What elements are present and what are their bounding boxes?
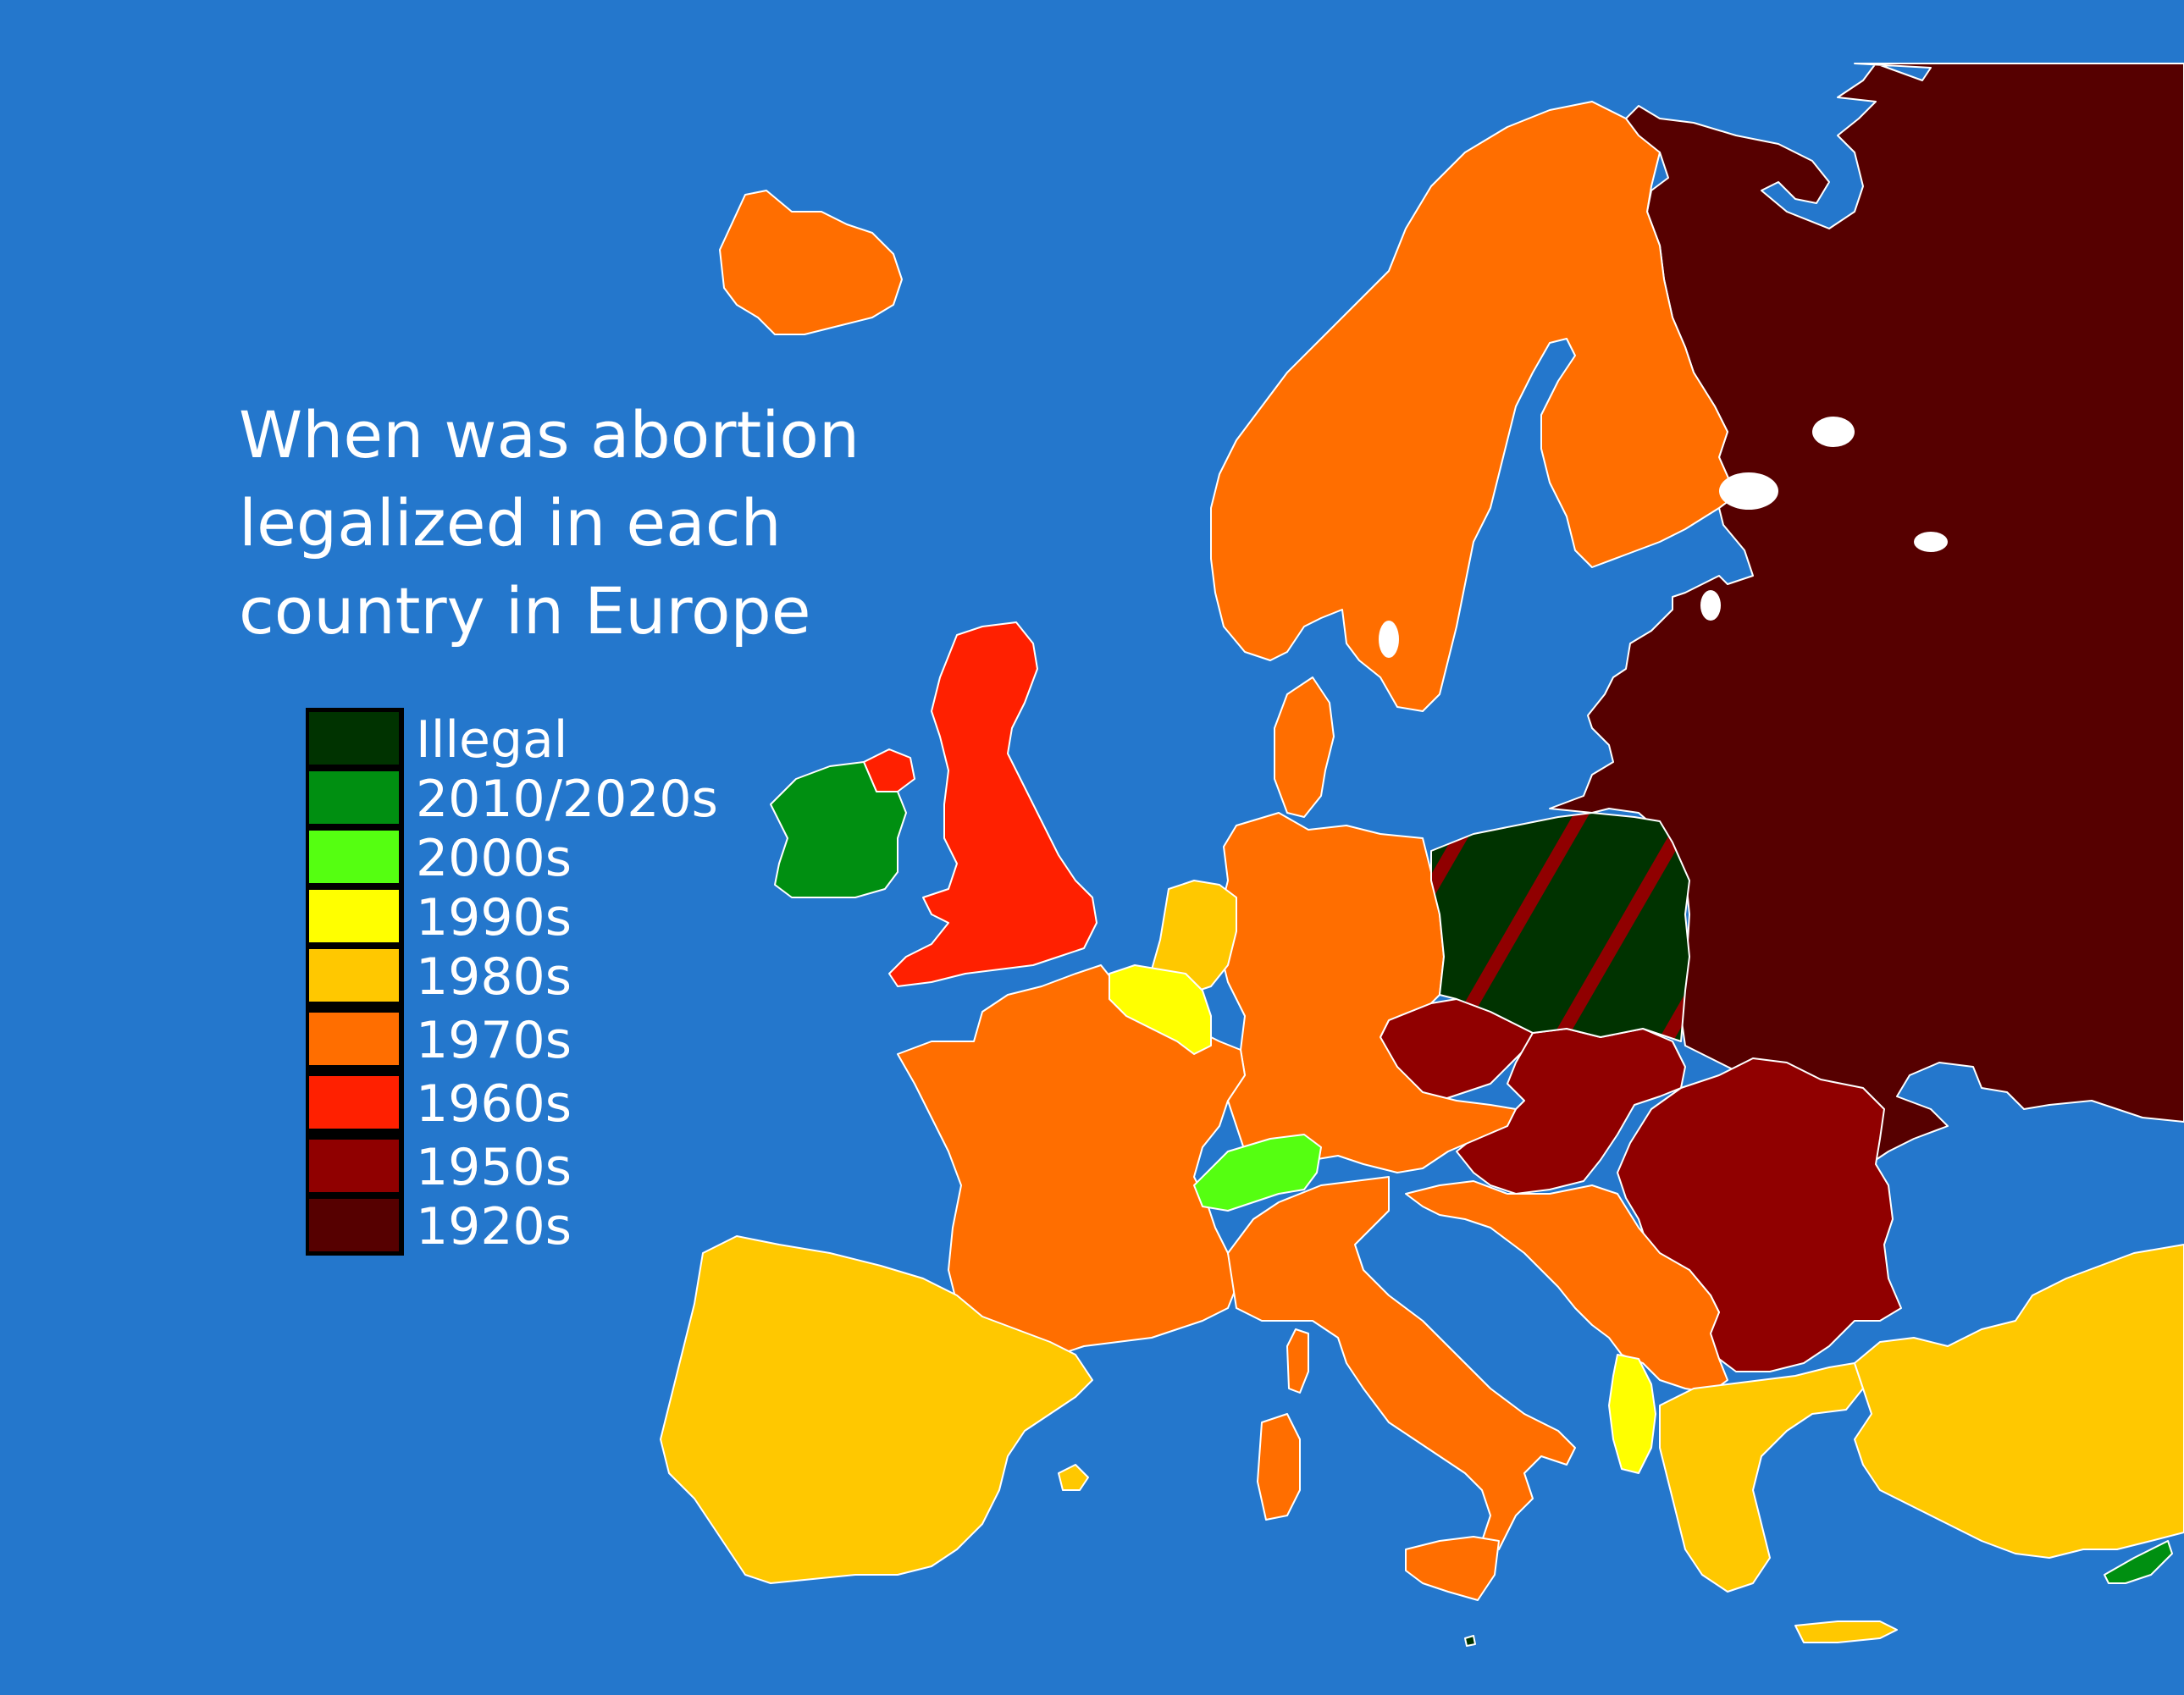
lake-rybinsk bbox=[1914, 532, 1948, 552]
region-balearic bbox=[1058, 1464, 1089, 1491]
title-line-2: legalized in each bbox=[239, 485, 782, 560]
region-russia bbox=[1549, 63, 2184, 1161]
region-poland bbox=[1430, 812, 1690, 1042]
legend-item: Illegal bbox=[307, 710, 816, 770]
legend-item: 1960s bbox=[307, 1074, 816, 1134]
legend-label: 1950s bbox=[416, 1138, 572, 1197]
region-france bbox=[897, 964, 1246, 1355]
lake-ladoga bbox=[1719, 472, 1778, 510]
legend-swatch bbox=[307, 770, 401, 825]
region-belgium bbox=[1109, 964, 1212, 1055]
region-corsica bbox=[1286, 1328, 1309, 1394]
legend-label: 1990s bbox=[416, 888, 572, 947]
region-crete bbox=[1794, 1620, 1898, 1643]
legend-swatch bbox=[307, 1138, 401, 1194]
region-great-britain bbox=[888, 621, 1098, 987]
legend-item: 1920s bbox=[307, 1197, 816, 1256]
lake-onega bbox=[1812, 417, 1855, 447]
region-netherlands bbox=[1151, 880, 1237, 996]
region-iceland bbox=[719, 190, 903, 335]
legend-item: 1990s bbox=[307, 888, 816, 947]
region-iberia bbox=[660, 1235, 1093, 1584]
legend-swatch bbox=[307, 1074, 401, 1130]
lake-peipus bbox=[1700, 590, 1721, 621]
legend-swatch bbox=[307, 947, 401, 1003]
region-switzerland bbox=[1193, 1134, 1322, 1212]
legend-item: 2000s bbox=[307, 829, 816, 888]
legend-label: 1980s bbox=[416, 947, 572, 1007]
region-turkey bbox=[1854, 1244, 2184, 1559]
region-romania-bulgaria bbox=[1617, 1057, 1902, 1372]
region-sardinia bbox=[1257, 1413, 1301, 1521]
title-line-3: country in Europe bbox=[239, 573, 811, 649]
legend-swatch bbox=[307, 888, 401, 944]
legend-label: 1970s bbox=[416, 1011, 572, 1070]
region-cyprus bbox=[2104, 1540, 2173, 1584]
region-denmark bbox=[1274, 676, 1335, 818]
legend-label: Illegal bbox=[416, 710, 568, 770]
legend-label: 2000s bbox=[416, 829, 572, 888]
region-scandinavia bbox=[1210, 101, 1737, 712]
legend-swatch bbox=[307, 1197, 401, 1253]
legend-item: 1980s bbox=[307, 947, 816, 1007]
legend-item: 1950s bbox=[307, 1138, 816, 1197]
region-italy bbox=[1227, 1176, 1576, 1550]
map-title: When was abortion legalized in each coun… bbox=[239, 391, 933, 655]
title-line-1: When was abortion bbox=[239, 397, 860, 472]
legend-item: 2010/2020s bbox=[307, 770, 816, 829]
legend-swatch bbox=[307, 829, 401, 885]
lake-vanern bbox=[1379, 621, 1399, 658]
legend-swatch bbox=[307, 1011, 401, 1067]
region-albania bbox=[1608, 1354, 1656, 1474]
legend-item: 1970s bbox=[307, 1011, 816, 1070]
legend-label: 1960s bbox=[416, 1074, 572, 1134]
region-sicily bbox=[1405, 1536, 1500, 1601]
legend-label: 2010/2020s bbox=[416, 770, 718, 829]
region-ireland bbox=[770, 761, 907, 898]
legend-swatch bbox=[307, 710, 401, 766]
legend-label: 1920s bbox=[416, 1197, 572, 1256]
region-malta bbox=[1464, 1635, 1476, 1647]
region-greece bbox=[1659, 1362, 1864, 1593]
